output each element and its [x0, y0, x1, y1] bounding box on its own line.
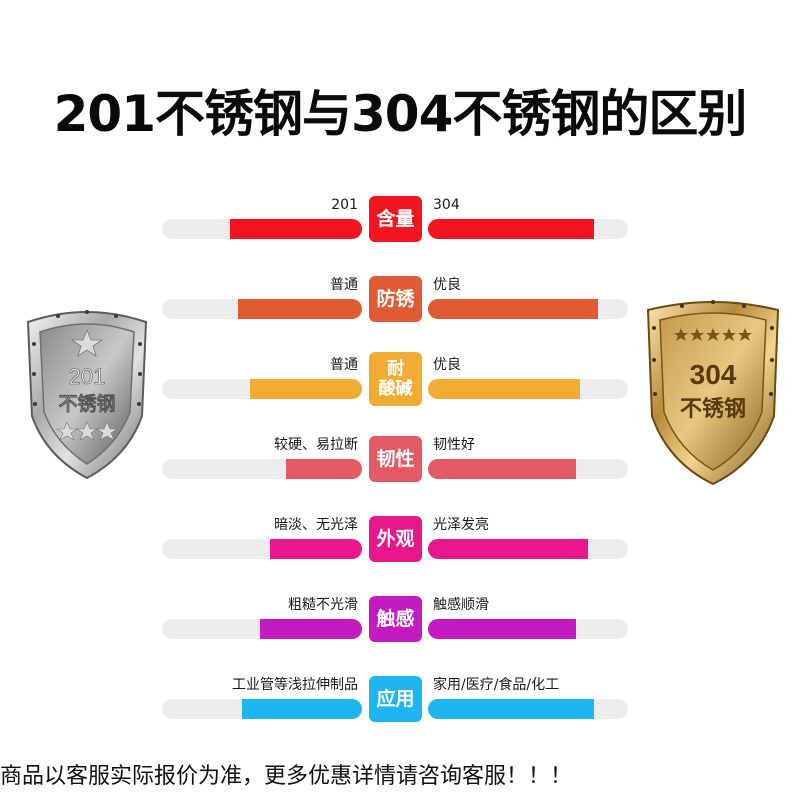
- row-left-label: 粗糙不光滑: [288, 597, 358, 613]
- row-left-label: 暗淡、无光泽: [274, 517, 358, 533]
- row-right-label: 优良: [433, 277, 461, 293]
- gold-shield-304: 304 不锈钢: [646, 300, 780, 486]
- comparison-row: 工业管等浅拉伸制品 家用/医疗/食品/化工 应用: [0, 676, 800, 746]
- category-badge: 防锈: [369, 276, 422, 322]
- comparison-row: 201 304 含量: [0, 196, 800, 266]
- bar-track-304: [428, 699, 628, 719]
- bar-track-201: [162, 539, 362, 559]
- shield-right-number: 304: [690, 359, 737, 390]
- footer-note: 商品以客服实际报价为准，更多优惠详情请咨询客服！！！: [0, 764, 573, 789]
- category-badge: 耐酸碱: [369, 352, 422, 406]
- bar-track-304: [428, 219, 628, 239]
- row-right-label: 家用/医疗/食品/化工: [433, 677, 560, 693]
- row-right-label: 韧性好: [433, 437, 475, 453]
- bar-track-201: [162, 379, 362, 399]
- bar-track-304: [428, 459, 628, 479]
- bar-fill-304: [428, 699, 594, 719]
- row-left-label: 201: [331, 197, 358, 213]
- comparison-row: 较硬、易拉断 韧性好 韧性: [0, 436, 800, 506]
- bar-fill-304: [428, 459, 576, 479]
- comparison-row: 普通 优良 防锈: [0, 276, 800, 346]
- row-left-label: 工业管等浅拉伸制品: [232, 677, 358, 693]
- category-badge: 应用: [369, 676, 422, 722]
- bar-track-304: [428, 379, 628, 399]
- bar-fill-304: [428, 219, 594, 239]
- category-badge: 含量: [369, 196, 422, 242]
- bar-fill-201: [250, 379, 362, 399]
- bar-fill-304: [428, 379, 580, 399]
- bar-track-201: [162, 219, 362, 239]
- bar-fill-201: [230, 219, 362, 239]
- bar-track-304: [428, 619, 628, 639]
- category-badge: 韧性: [369, 436, 422, 482]
- bar-fill-304: [428, 299, 598, 319]
- bar-track-304: [428, 299, 628, 319]
- row-right-label: 304: [433, 197, 460, 213]
- row-right-label: 优良: [433, 357, 461, 373]
- bar-fill-304: [428, 539, 588, 559]
- shield-left-text: 不锈钢: [58, 393, 115, 415]
- row-right-label: 触感顺滑: [433, 597, 489, 613]
- shield-right-text: 不锈钢: [680, 396, 746, 422]
- page-title: 201不锈钢与304不锈钢的区别: [53, 85, 748, 143]
- bar-track-201: [162, 299, 362, 319]
- bar-fill-201: [260, 619, 362, 639]
- silver-shield-201: 201 不锈钢: [26, 310, 148, 480]
- category-badge: 触感: [369, 596, 422, 642]
- comparison-row: 粗糙不光滑 触感顺滑 触感: [0, 596, 800, 666]
- shield-left-number: 201: [69, 364, 106, 389]
- bar-track-304: [428, 539, 628, 559]
- row-left-label: 普通: [330, 277, 358, 293]
- row-left-label: 较硬、易拉断: [274, 437, 358, 453]
- bar-fill-201: [270, 539, 362, 559]
- bar-fill-201: [242, 699, 362, 719]
- bar-track-201: [162, 699, 362, 719]
- bar-track-201: [162, 459, 362, 479]
- row-left-label: 普通: [330, 357, 358, 373]
- row-right-label: 光泽发亮: [433, 517, 489, 533]
- bar-track-201: [162, 619, 362, 639]
- bar-fill-201: [238, 299, 362, 319]
- category-badge: 外观: [369, 516, 422, 562]
- bar-fill-304: [428, 619, 576, 639]
- comparison-row: 暗淡、无光泽 光泽发亮 外观: [0, 516, 800, 586]
- comparison-row: 普通 优良耐酸碱: [0, 352, 800, 426]
- bar-fill-201: [286, 459, 362, 479]
